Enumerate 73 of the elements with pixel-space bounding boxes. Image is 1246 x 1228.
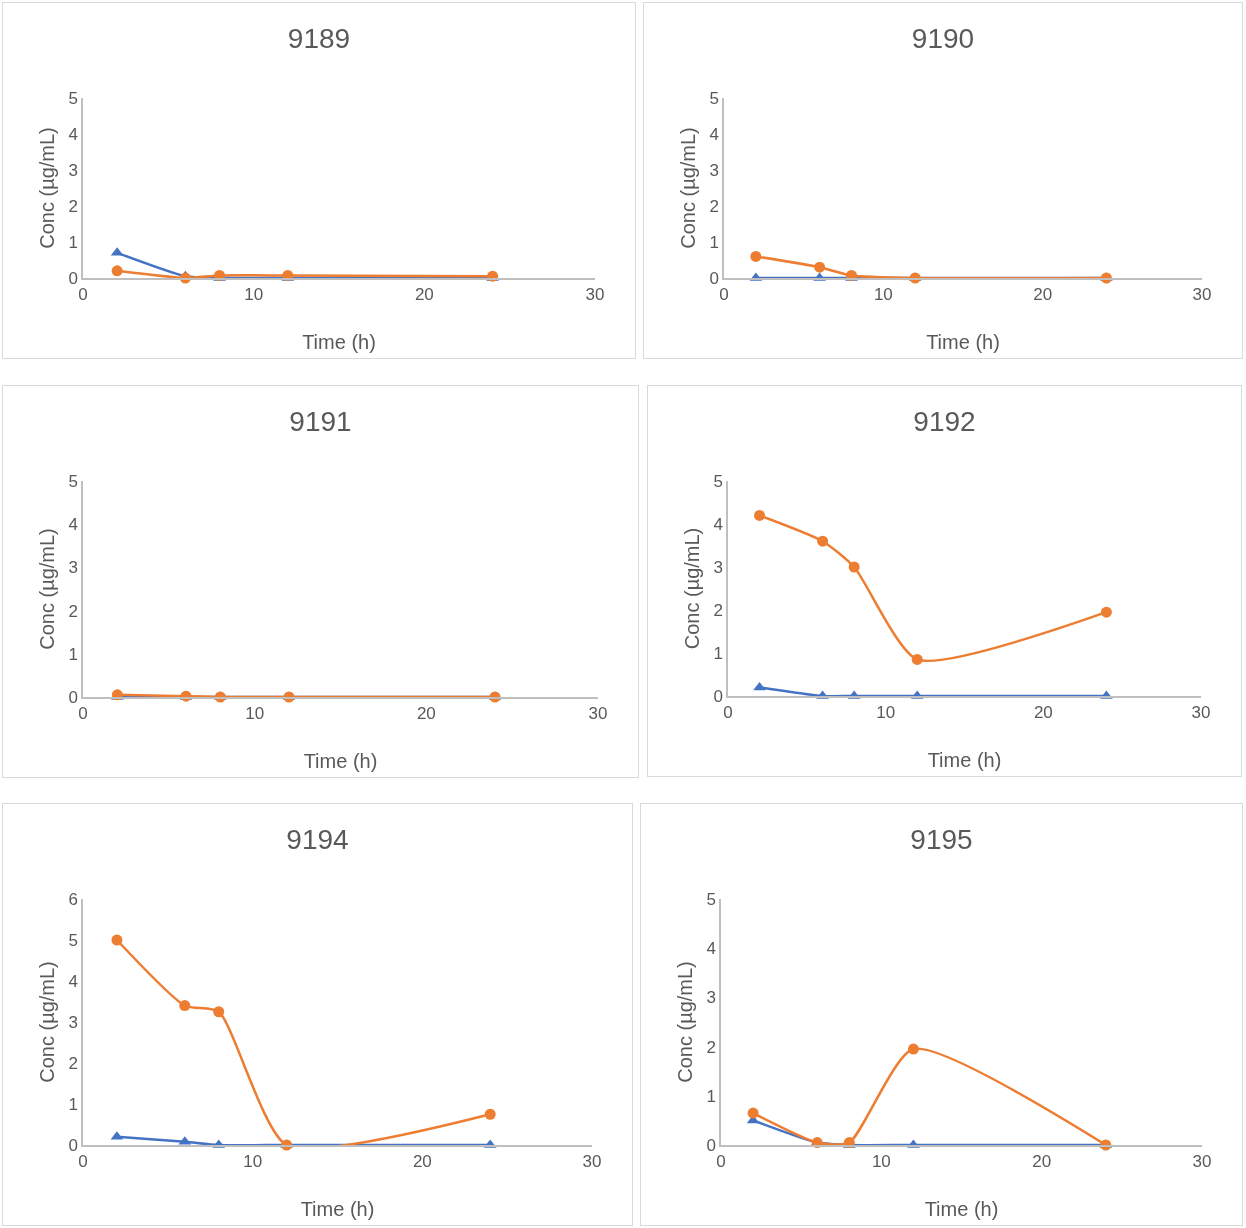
y-tick-label: 4 xyxy=(68,971,78,991)
y-tick-label: 0 xyxy=(68,268,78,288)
y-tick-label: 2 xyxy=(68,1053,78,1073)
y-tick-label: 2 xyxy=(713,600,723,620)
chart-title: 9195 xyxy=(910,823,973,855)
x-tick-label: 30 xyxy=(1191,703,1211,723)
x-tick-label: 20 xyxy=(1033,703,1053,723)
y-tick-label: 2 xyxy=(68,601,78,621)
x-tick-label: 10 xyxy=(245,704,265,724)
x-tick-label: 20 xyxy=(412,1152,432,1172)
x-tick-label: 20 xyxy=(416,704,436,724)
y-tick-label: 5 xyxy=(709,88,719,108)
y-tick-label: 3 xyxy=(68,558,78,578)
x-tick-label: 10 xyxy=(244,285,264,305)
x-tick-label: 20 xyxy=(414,285,434,305)
x-tick-label: 30 xyxy=(588,704,608,724)
y-tick-label: 3 xyxy=(709,160,719,180)
y-tick-label: 5 xyxy=(68,930,78,950)
y-tick-label: 4 xyxy=(709,124,719,144)
y-tick-label: 3 xyxy=(68,1012,78,1032)
y-tick-label: 1 xyxy=(68,1094,78,1114)
x-tick-label: 30 xyxy=(1192,1152,1212,1172)
y-axis-title: Conc (µg/mL) xyxy=(674,961,697,1083)
x-tick-label: 10 xyxy=(243,1152,263,1172)
chart-title: 9192 xyxy=(913,405,976,437)
y-tick-label: 3 xyxy=(706,988,716,1008)
y-tick-label: 5 xyxy=(706,889,716,909)
x-tick-label: 10 xyxy=(871,1152,891,1172)
y-tick-label: 2 xyxy=(709,196,719,216)
y-tick-label: 4 xyxy=(706,939,716,959)
y-tick-label: 1 xyxy=(706,1086,716,1106)
x-tick-label: 20 xyxy=(1032,1152,1052,1172)
x-axis-title: Time (h) xyxy=(303,749,378,772)
chart-title: 9189 xyxy=(287,22,351,54)
y-axis-title: Conc (µg/mL) xyxy=(36,127,59,249)
x-tick-label: 20 xyxy=(1033,285,1053,305)
y-tick-label: 0 xyxy=(706,1135,716,1155)
x-tick-label: 30 xyxy=(582,1152,602,1172)
y-tick-label: 1 xyxy=(68,232,78,252)
y-tick-label: 1 xyxy=(713,643,723,663)
x-axis-title: Time (h) xyxy=(924,1197,999,1220)
y-tick-label: 0 xyxy=(709,268,719,288)
y-tick-label: 1 xyxy=(709,232,719,252)
chart-title: 9194 xyxy=(286,823,349,855)
y-axis-title: Conc (µg/mL) xyxy=(36,961,59,1083)
x-axis-title: Time (h) xyxy=(300,1197,375,1220)
y-tick-label: 4 xyxy=(68,515,78,535)
x-tick-label: 30 xyxy=(585,285,605,305)
y-tick-label: 1 xyxy=(68,644,78,664)
x-tick-label: 10 xyxy=(876,703,896,723)
y-tick-label: 5 xyxy=(68,471,78,491)
y-axis-title: Conc (µg/mL) xyxy=(36,528,59,650)
x-axis-title: Time (h) xyxy=(302,330,376,353)
y-tick-label: 5 xyxy=(713,471,723,491)
y-tick-label: 0 xyxy=(68,687,78,707)
y-tick-label: 0 xyxy=(68,1135,78,1155)
x-tick-label: 10 xyxy=(873,285,893,305)
x-tick-label: 30 xyxy=(1192,285,1212,305)
y-tick-label: 6 xyxy=(68,889,78,909)
x-axis-title: Time (h) xyxy=(926,330,1000,353)
y-tick-label: 4 xyxy=(68,124,78,144)
y-tick-label: 2 xyxy=(706,1037,716,1057)
y-tick-label: 0 xyxy=(713,686,723,706)
y-tick-label: 4 xyxy=(713,514,723,534)
x-axis-title: Time (h) xyxy=(927,748,1002,771)
chart-title: 9191 xyxy=(289,405,352,437)
chart-title: 9190 xyxy=(911,22,975,54)
y-tick-label: 3 xyxy=(68,160,78,180)
y-axis-title: Conc (µg/mL) xyxy=(677,127,700,249)
y-axis-title: Conc (µg/mL) xyxy=(681,527,704,650)
y-tick-label: 2 xyxy=(68,196,78,216)
y-tick-label: 5 xyxy=(68,88,78,108)
y-tick-label: 3 xyxy=(713,557,723,577)
